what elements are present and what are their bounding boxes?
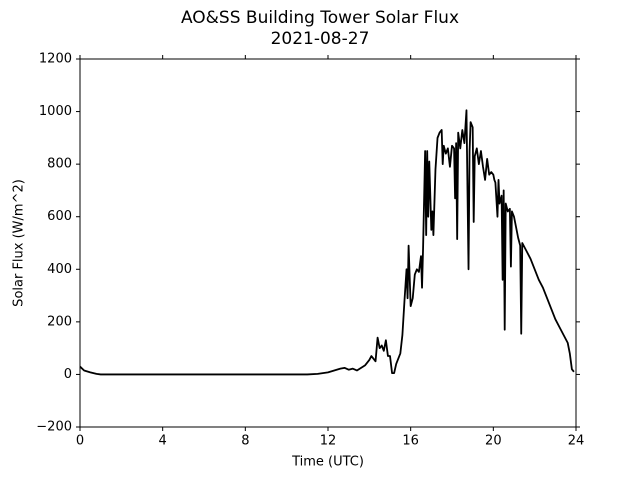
y-tick-label: 1200 [39, 52, 72, 67]
flux-line [79, 109, 575, 376]
chart-title: AO&SS Building Tower Solar Flux [181, 8, 459, 28]
y-tick-label: 1000 [39, 104, 72, 119]
y-axis-label: Solar Flux (W/m^2) [12, 179, 27, 307]
x-tick-label: 20 [485, 434, 502, 449]
y-tick-label: 400 [47, 262, 72, 277]
x-axis-label: Time (UTC) [291, 455, 364, 470]
chart-subtitle: 2021-08-27 [271, 29, 370, 49]
y-tick-label: −200 [36, 420, 72, 435]
x-tick-label: 16 [402, 434, 419, 449]
y-tick-label: 600 [47, 209, 72, 224]
y-tick-label: 0 [64, 367, 72, 382]
x-tick-label: 4 [159, 434, 167, 449]
y-tick-label: 800 [47, 157, 72, 172]
x-tick-label: 8 [241, 434, 249, 449]
y-tick-label: 200 [47, 314, 72, 329]
x-tick-label: 24 [568, 434, 585, 449]
x-tick-label: 12 [320, 434, 337, 449]
x-tick-label: 0 [76, 434, 84, 449]
